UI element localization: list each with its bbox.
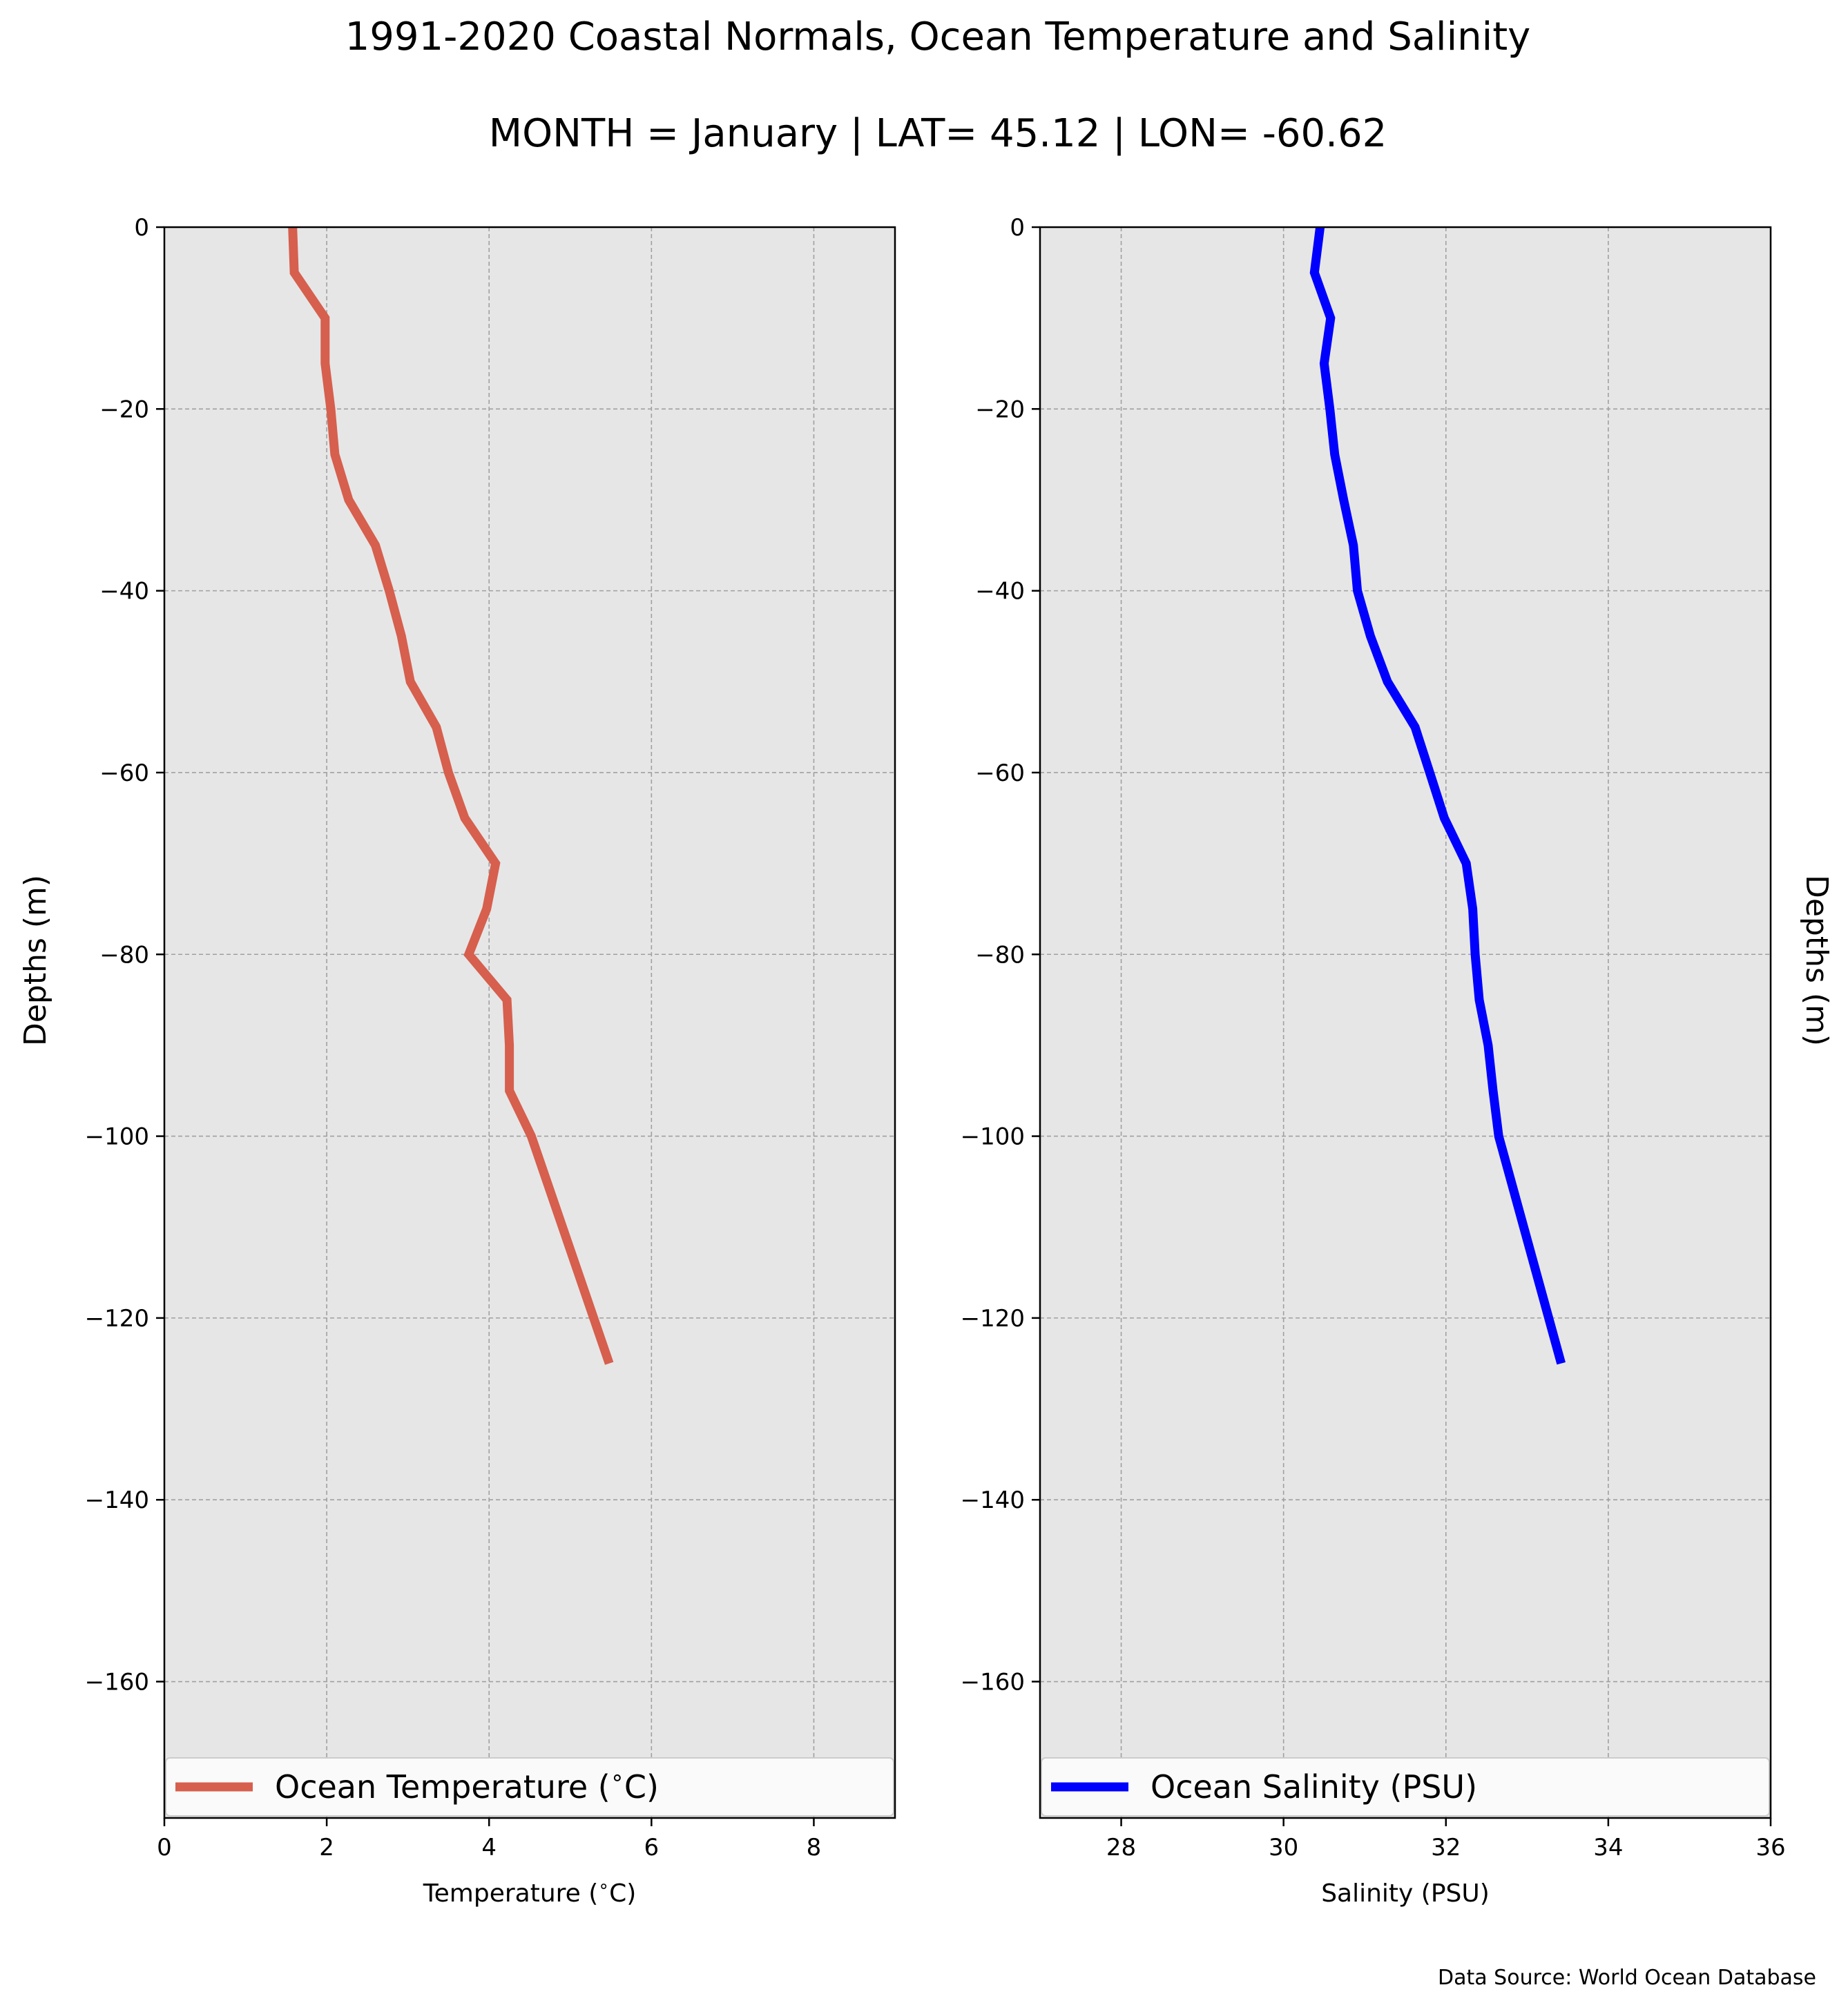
axes-frame [163, 226, 896, 1819]
y-tick-label: −60 [99, 759, 149, 787]
x-tick-label: 32 [1431, 1834, 1461, 1861]
x-tick-label: 28 [1106, 1834, 1136, 1861]
legend: Ocean Salinity (PSU) [1041, 1757, 1770, 1817]
y-tick-label: −140 [85, 1487, 149, 1514]
legend-label: Ocean Temperature (∘C) [275, 1764, 659, 1806]
data-source-note: Data Source: World Ocean Database [1438, 1966, 1816, 1990]
plot-background [164, 227, 895, 1818]
y-tick-label: −80 [975, 941, 1025, 969]
y-axis-label: Depths (m) [18, 875, 53, 1046]
y-tick-label: −140 [961, 1487, 1025, 1514]
chart-panel-1: Ocean Temperature (∘C) 0 −20 −40 −60 −80 −100 −… [18, 214, 896, 1908]
x-tick-label: 36 [1755, 1834, 1785, 1861]
y-tick-label: −40 [99, 578, 149, 606]
x-tick-label: 2 [319, 1834, 334, 1861]
chart-subtitle: MONTH = January | LAT= 45.12 | LON= -60.… [489, 111, 1387, 156]
y-tick-label: −100 [85, 1123, 149, 1151]
series-line-1 [288, 226, 614, 1365]
y-tick-label: −100 [961, 1123, 1025, 1151]
x-axis-label: Temperature (∘C) [423, 1876, 637, 1908]
y-axis-label: Depths (m) [1799, 875, 1834, 1046]
x-tick-label: 0 [157, 1834, 172, 1861]
chart-title: 1991-2020 Coastal Normals, Ocean Tempera… [345, 14, 1531, 59]
x-tick-label: 4 [481, 1834, 497, 1861]
y-tick-label: −60 [975, 759, 1025, 787]
y-tick-label: −120 [85, 1305, 149, 1333]
y-tick-label: 0 [134, 214, 149, 242]
y-tick-label: −40 [975, 578, 1025, 606]
x-tick-label: 30 [1269, 1834, 1298, 1861]
plot-background [1040, 227, 1771, 1818]
y-tick-label: −80 [99, 941, 149, 969]
x-tick-label: 8 [807, 1834, 822, 1861]
legend-box [1041, 1757, 1770, 1817]
chart-panel-2: Ocean Salinity (PSU) 0 −20 −40 −60 −80 −100 −12… [961, 214, 1834, 1908]
x-axis-label: Salinity (PSU) [1321, 1879, 1490, 1908]
x-tick-label: 6 [644, 1834, 660, 1861]
y-tick-label: −20 [99, 396, 149, 423]
series-line-1 [1309, 226, 1566, 1365]
axes-frame [1039, 226, 1772, 1819]
y-tick-label: −160 [85, 1669, 149, 1696]
y-tick-label: −120 [961, 1305, 1025, 1333]
legend-label: Ocean Salinity (PSU) [1151, 1768, 1477, 1806]
x-tick-label: 34 [1593, 1834, 1623, 1861]
y-tick-label: −160 [961, 1669, 1025, 1696]
y-tick-label: 0 [1010, 214, 1025, 242]
legend-box [165, 1757, 894, 1817]
y-tick-label: −20 [975, 396, 1025, 423]
legend: Ocean Temperature (∘C) [165, 1757, 894, 1817]
